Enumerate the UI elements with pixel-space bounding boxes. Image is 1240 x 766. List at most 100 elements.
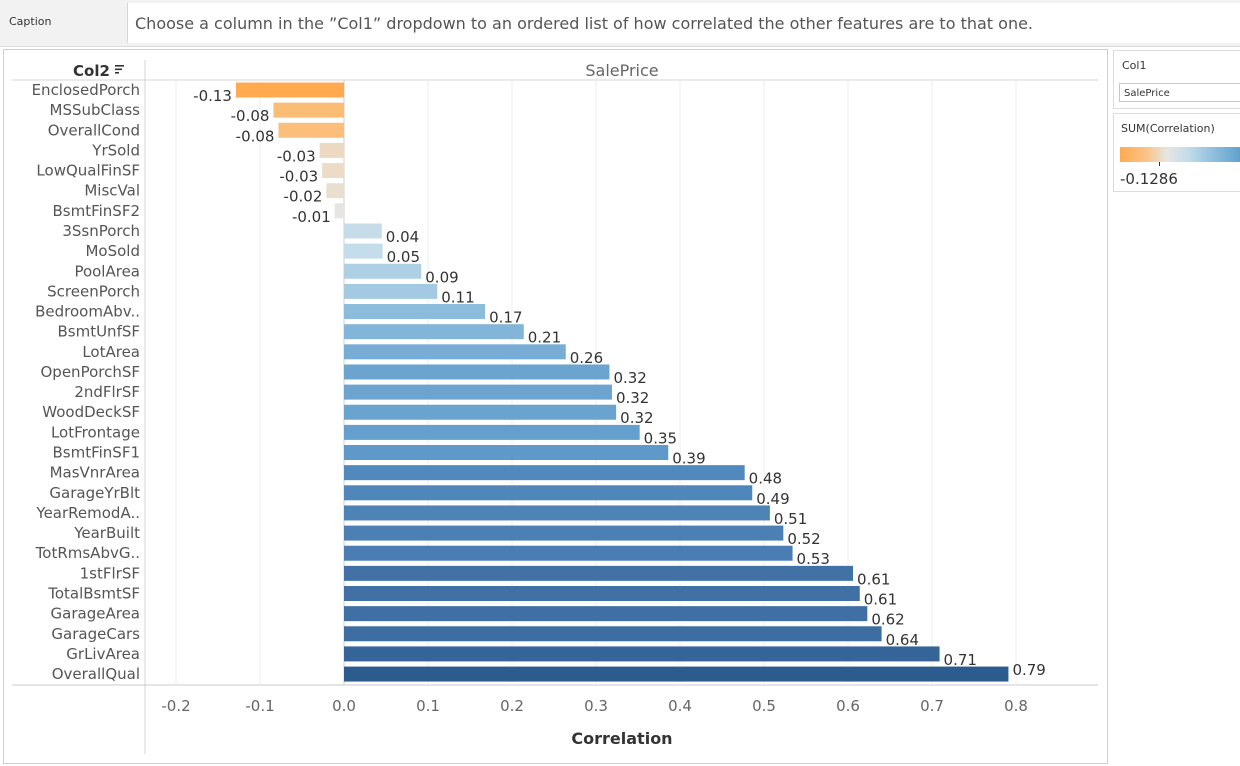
data-label: -0.08	[231, 107, 270, 125]
x-tick-label: 0.7	[920, 697, 944, 715]
bar[interactable]	[344, 586, 860, 601]
bar[interactable]	[278, 122, 344, 138]
bar[interactable]	[344, 465, 745, 481]
bar[interactable]	[344, 626, 882, 642]
bar[interactable]	[344, 364, 610, 380]
data-label: 0.51	[774, 510, 807, 528]
bar[interactable]	[344, 243, 383, 259]
bar[interactable]	[344, 485, 753, 501]
x-tick-label: -0.1	[245, 697, 274, 715]
color-legend-card: SUM(Correlation) -0.1286	[1113, 113, 1240, 192]
data-label: 0.71	[944, 651, 977, 669]
bar[interactable]	[344, 223, 382, 239]
data-label: 0.62	[871, 611, 904, 629]
data-label: -0.02	[284, 188, 323, 206]
data-label: 0.09	[425, 268, 458, 286]
row-label: BedroomAbv..	[35, 303, 140, 321]
data-label: -0.01	[292, 208, 331, 226]
row-label: 2ndFlrSF	[74, 383, 140, 401]
chart-panel: Col2 SalePrice Correlation EnclosedPorch…	[3, 49, 1108, 764]
chart-title: SalePrice	[585, 61, 658, 80]
data-label: 0.61	[857, 570, 890, 588]
row-label: BsmtFinSF2	[52, 202, 140, 220]
row-label: BsmtUnfSF	[57, 323, 140, 341]
row-label: MoSold	[85, 242, 140, 260]
row-label: YearRemodA..	[35, 504, 140, 522]
bar[interactable]	[322, 163, 344, 179]
row-label: MSSubClass	[50, 101, 141, 119]
bars	[235, 82, 1009, 682]
caption-bar: Caption Choose a column in the ”Col1” dr…	[0, 0, 1240, 47]
bar[interactable]	[344, 505, 770, 521]
bar[interactable]	[344, 304, 486, 320]
row-header-col2[interactable]: Col2	[73, 62, 110, 80]
x-tick-label: 0.6	[836, 697, 860, 715]
bar[interactable]	[344, 344, 566, 360]
data-label: 0.53	[797, 550, 830, 568]
row-label: GarageYrBlt	[49, 484, 140, 502]
row-label: EnclosedPorch	[32, 81, 140, 99]
data-label: 0.49	[756, 490, 789, 508]
row-label: 1stFlrSF	[80, 564, 140, 582]
sort-icon[interactable]	[115, 65, 124, 74]
value-labels: -0.13-0.08-0.08-0.03-0.03-0.02-0.010.040…	[193, 87, 1046, 679]
data-label: 0.32	[616, 389, 649, 407]
x-tick-label: -0.2	[161, 697, 190, 715]
bar[interactable]	[344, 606, 868, 622]
legend-tick	[1159, 162, 1160, 166]
bar[interactable]	[334, 203, 344, 219]
data-label: 0.35	[644, 429, 677, 447]
row-label: ScreenPorch	[47, 282, 140, 300]
bar[interactable]	[344, 666, 1009, 682]
row-label: PoolArea	[74, 262, 140, 280]
data-label: 0.32	[620, 409, 653, 427]
bar[interactable]	[344, 445, 669, 461]
col1-dropdown[interactable]: SalePrice	[1119, 83, 1240, 102]
row-label: WoodDeckSF	[42, 403, 140, 421]
row-label: 3SsnPorch	[62, 222, 140, 240]
row-label: MiscVal	[84, 182, 140, 200]
bar[interactable]	[235, 82, 344, 98]
row-label: TotRmsAbvG..	[35, 544, 140, 562]
x-tick-labels: -0.2 -0.1 0.0 0.1 0.2 0.3 0.4 0.5 0.6 0.7 0.8	[161, 697, 1028, 715]
bar[interactable]	[344, 545, 793, 561]
col1-filter-card: Col1 SalePrice	[1113, 50, 1240, 109]
data-label: -0.08	[236, 127, 275, 145]
bar[interactable]	[344, 646, 940, 662]
x-tick-label: 0.0	[332, 697, 356, 715]
row-label: MasVnrArea	[50, 464, 140, 482]
data-label: 0.32	[613, 369, 646, 387]
bar[interactable]	[344, 565, 854, 581]
bar[interactable]	[344, 324, 524, 340]
bar[interactable]	[326, 183, 344, 199]
x-tick-label: 0.5	[752, 697, 776, 715]
data-label: 0.79	[1012, 661, 1045, 679]
bar[interactable]	[344, 263, 422, 279]
data-label: 0.17	[489, 309, 522, 327]
bar[interactable]	[344, 404, 617, 420]
bar[interactable]	[344, 384, 612, 400]
gridlines	[175, 80, 1017, 685]
correlation-bar-chart: Col2 SalePrice Correlation EnclosedPorch…	[12, 60, 1098, 754]
bar[interactable]	[344, 424, 640, 440]
bar[interactable]	[273, 102, 344, 118]
legend-title: SUM(Correlation)	[1121, 122, 1215, 135]
data-label: 0.04	[386, 228, 419, 246]
bar[interactable]	[319, 142, 344, 158]
data-label: -0.13	[193, 87, 232, 105]
color-ramp	[1120, 147, 1240, 162]
row-label: TotalBsmtSF	[47, 585, 140, 603]
bar[interactable]	[344, 525, 784, 541]
filter-title: Col1	[1122, 59, 1147, 72]
row-labels: EnclosedPorch MSSubClass OverallCond YrSold…	[32, 81, 141, 683]
row-label: LotArea	[82, 343, 140, 361]
data-label: 0.48	[749, 470, 782, 488]
bar[interactable]	[344, 283, 438, 299]
x-axis-label: Correlation	[571, 729, 672, 748]
row-label: YrSold	[91, 141, 140, 159]
x-tick-label: 0.8	[1004, 697, 1028, 715]
row-label: YearBuilt	[73, 524, 140, 542]
data-label: 0.26	[570, 349, 603, 367]
x-tick-label: 0.4	[668, 697, 692, 715]
row-label: GarageCars	[51, 625, 140, 643]
